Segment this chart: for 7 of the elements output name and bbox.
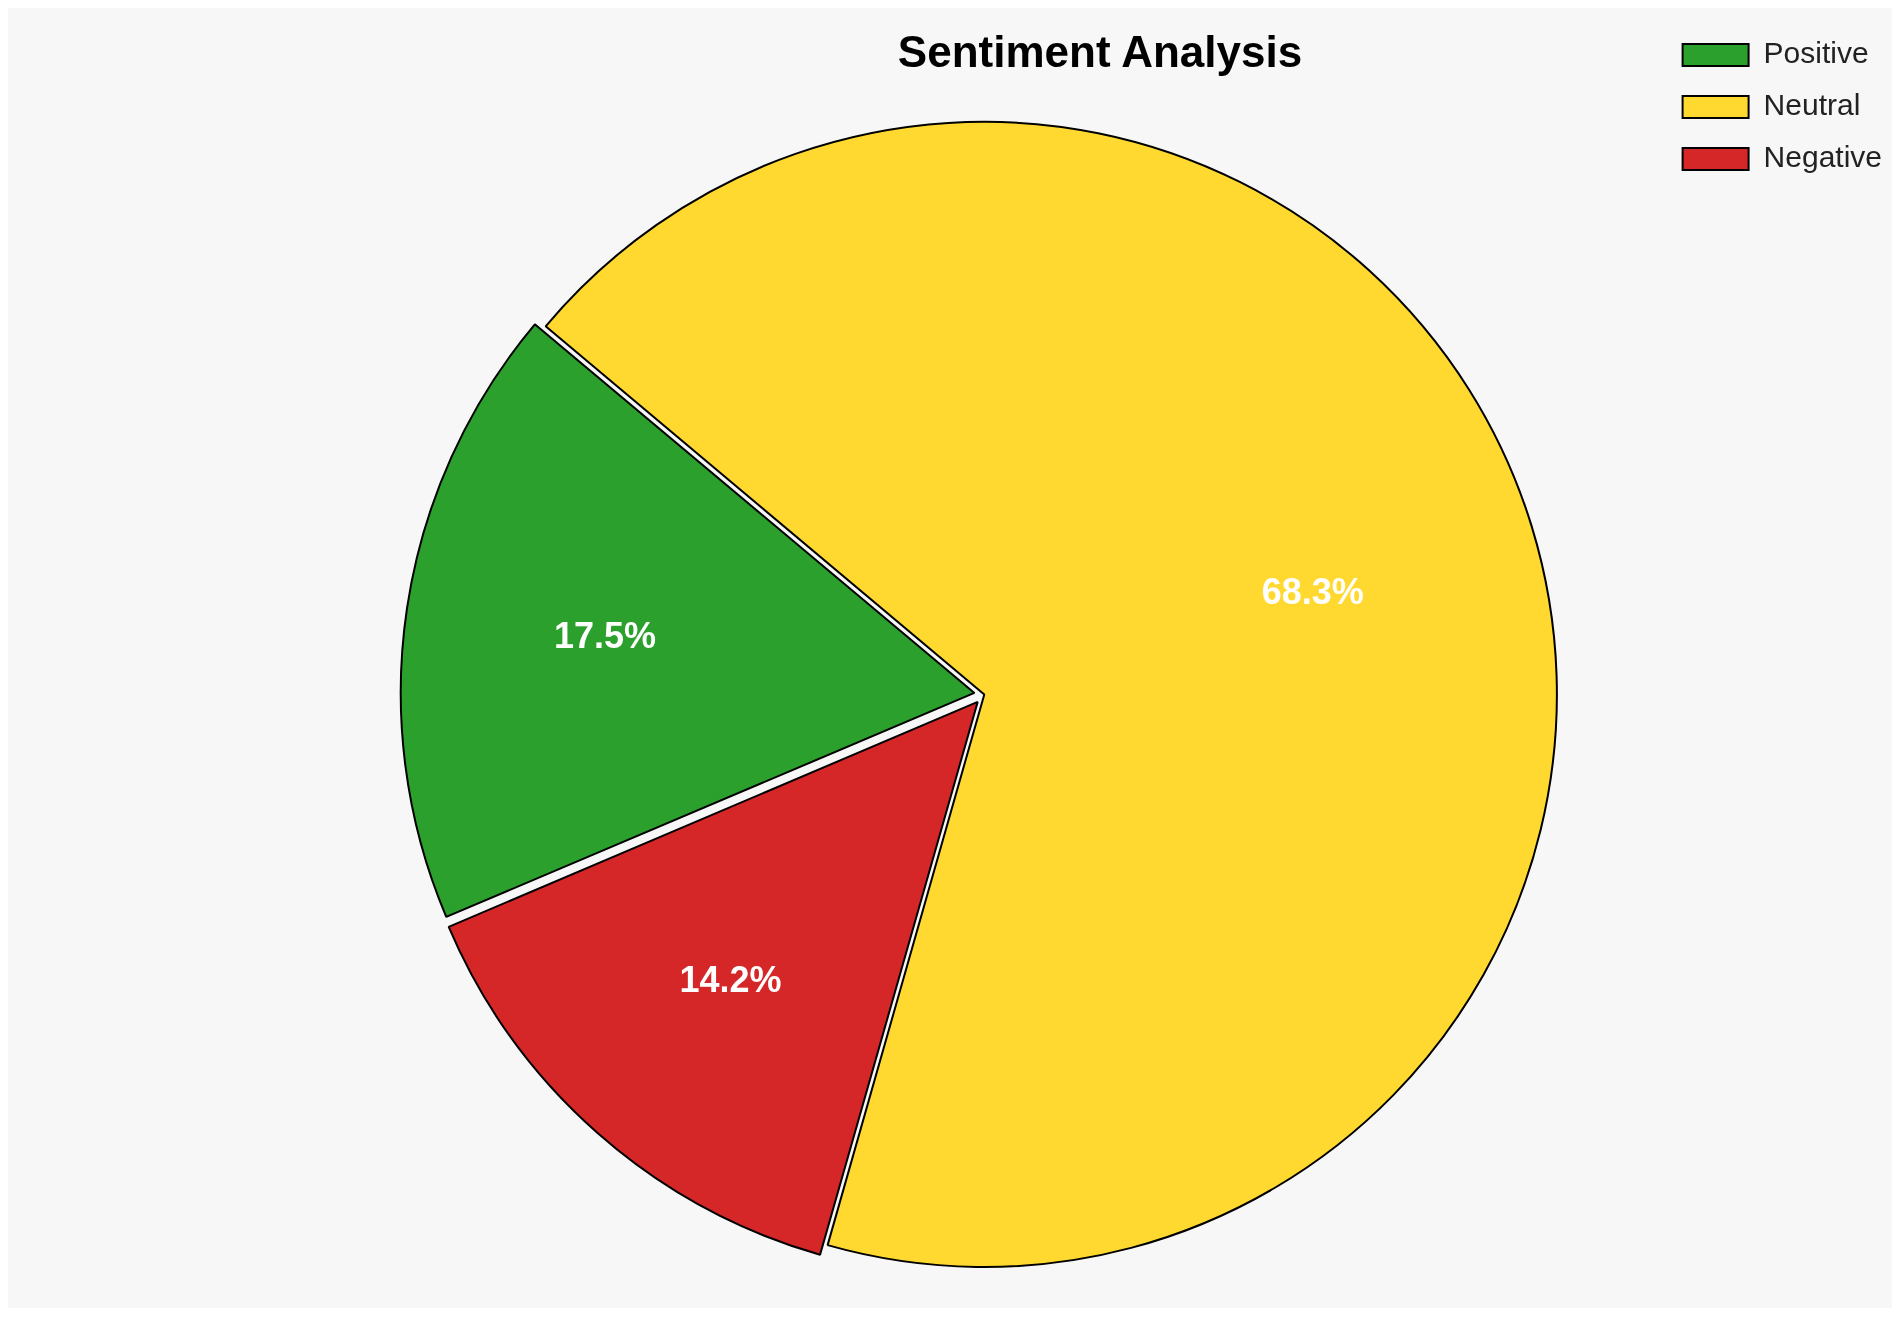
legend-label: Neutral	[1763, 88, 1861, 122]
legend-label: Negative	[1763, 140, 1882, 174]
chart-title: Sentiment Analysis	[897, 26, 1303, 76]
data-label: 17.5%	[553, 614, 656, 656]
data-label: 14.2%	[679, 958, 782, 1000]
legend-label: Positive	[1763, 36, 1869, 70]
data-label: 68.3%	[1261, 570, 1364, 612]
